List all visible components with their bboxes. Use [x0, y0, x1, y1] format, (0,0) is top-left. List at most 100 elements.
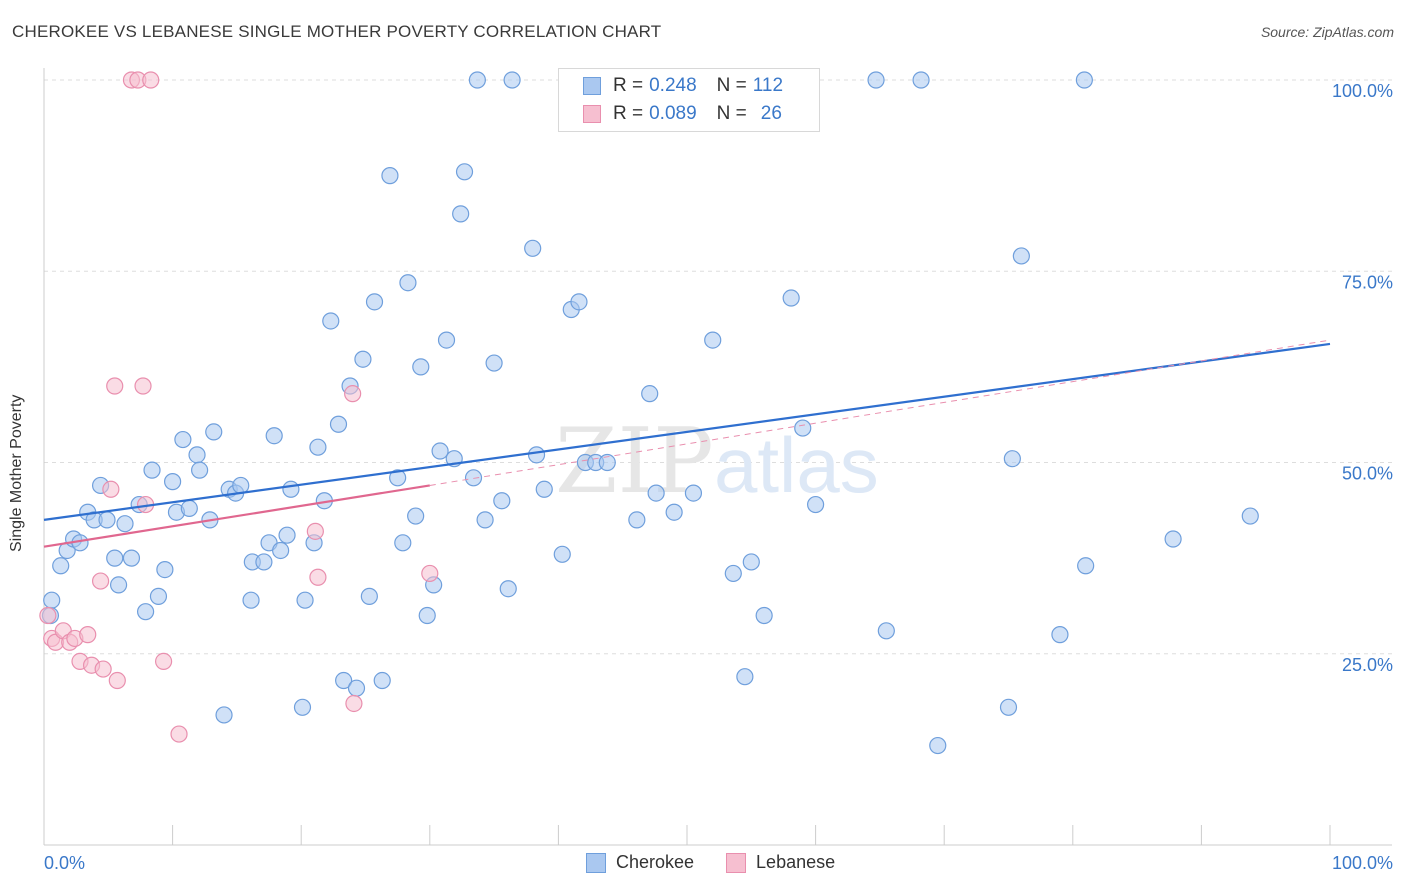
- cherokee-point: [628, 511, 646, 529]
- lebanese-point: [142, 71, 160, 89]
- cherokee-point: [524, 239, 542, 257]
- x-tick-label: 0.0%: [44, 853, 85, 873]
- cherokee-point: [278, 526, 296, 544]
- y-tick-label: 50.0%: [1342, 464, 1393, 484]
- cherokee-point: [373, 671, 391, 690]
- source-label: Source: ZipAtlas.com: [1260, 24, 1394, 40]
- cherokee-point: [360, 587, 378, 605]
- lebanese-point: [79, 626, 97, 644]
- legend-row-cherokee: R = 0.248 N = 112: [583, 73, 783, 99]
- cherokee-point: [354, 350, 372, 368]
- lebanese-swatch: [583, 105, 601, 123]
- legend-item-lebanese[interactable]: Lebanese: [726, 852, 835, 873]
- cherokee-point: [724, 564, 742, 583]
- cherokee-point: [309, 438, 327, 456]
- lebanese-point: [91, 572, 110, 590]
- cherokee-point: [98, 511, 116, 529]
- cherokee-point: [452, 205, 470, 223]
- legend-r-value: 0.089: [649, 103, 697, 124]
- lebanese-trendline-extension: [429, 339, 1331, 486]
- lebanese-point: [309, 568, 327, 586]
- cherokee-point: [347, 679, 366, 697]
- cherokee-point: [464, 469, 483, 487]
- cherokee-point: [493, 492, 511, 510]
- cherokee-point: [806, 495, 825, 514]
- cherokee-point: [122, 549, 141, 567]
- cherokee-point: [282, 480, 300, 498]
- legend-n-label: N =: [716, 75, 747, 96]
- cherokee-point: [499, 580, 517, 598]
- lebanese-point: [108, 671, 126, 690]
- cherokee-point: [164, 473, 182, 491]
- cherokee-point: [782, 289, 800, 307]
- cherokee-point: [180, 499, 198, 517]
- cherokee-point: [255, 553, 273, 571]
- cherokee-point: [742, 553, 760, 571]
- legend-row-lebanese: R = 0.089 N = 26: [583, 101, 782, 127]
- cherokee-point: [929, 736, 947, 755]
- cherokee-point: [877, 622, 895, 640]
- trend-lines: [43, 339, 1331, 548]
- lebanese-point: [345, 694, 363, 713]
- cherokee-point: [1241, 507, 1259, 525]
- legend-r-label: R =: [613, 75, 644, 96]
- axes: [43, 68, 1392, 846]
- lebanese-points: [39, 71, 439, 743]
- chart-title: CHEROKEE VS LEBANESE SINGLE MOTHER POVER…: [12, 22, 662, 41]
- cherokee-point: [503, 71, 521, 89]
- cherokee-point: [598, 453, 616, 472]
- cherokee-legend-swatch: [586, 852, 606, 873]
- cherokee-point: [476, 511, 494, 529]
- cherokee-point: [136, 603, 155, 621]
- cherokee-point: [109, 576, 128, 594]
- cherokee-point: [215, 706, 233, 724]
- cherokee-point: [418, 606, 436, 625]
- cherokee-point: [912, 71, 930, 89]
- lebanese-point: [106, 377, 124, 395]
- cherokee-legend-label: Cherokee: [616, 852, 695, 872]
- cherokee-point: [407, 507, 425, 525]
- cherokee-point: [1077, 557, 1095, 575]
- cherokee-point: [455, 163, 474, 181]
- cherokee-point: [156, 560, 174, 579]
- cherokee-point: [365, 293, 384, 311]
- correlation-legend: R = 0.248 N = 112 R = 0.089 N = 26: [558, 68, 820, 132]
- cherokee-point: [1012, 247, 1030, 265]
- cherokee-point: [468, 71, 486, 89]
- cherokee-point: [52, 557, 70, 575]
- y-tick-label: 25.0%: [1342, 655, 1393, 675]
- legend-r-value: 0.248: [649, 75, 697, 96]
- cherokee-point: [188, 446, 206, 464]
- watermark-atlas: atlas: [714, 421, 879, 509]
- cherokee-point: [553, 545, 571, 563]
- cherokee-point: [684, 484, 703, 502]
- cherokee-swatch: [583, 77, 601, 95]
- cherokee-point: [174, 430, 192, 449]
- cherokee-point: [535, 480, 553, 498]
- series-legend: Cherokee Lebanese: [586, 852, 867, 873]
- cherokee-point: [665, 503, 683, 521]
- lebanese-point: [134, 377, 152, 395]
- x-tick-labels: 0.0% 100.0%: [44, 853, 1393, 873]
- cherokee-point: [106, 549, 124, 567]
- cherokee-point: [437, 331, 456, 349]
- cherokee-point: [272, 541, 290, 560]
- cherokee-point: [329, 415, 348, 433]
- cherokee-point: [191, 461, 209, 479]
- y-tick-label: 75.0%: [1342, 272, 1393, 292]
- lebanese-point: [421, 564, 439, 583]
- cherokee-point: [149, 587, 168, 605]
- cherokee-point: [570, 293, 588, 311]
- cherokee-point: [116, 515, 134, 533]
- cherokee-point: [1051, 626, 1069, 644]
- cherokee-point: [736, 668, 754, 686]
- legend-item-cherokee[interactable]: Cherokee: [586, 852, 694, 873]
- lebanese-legend-swatch: [726, 852, 747, 873]
- cherokee-point: [381, 167, 399, 185]
- cherokee-point: [335, 671, 353, 690]
- cherokee-point: [1003, 450, 1021, 468]
- cherokee-point: [322, 312, 340, 330]
- legend-n-value: 112: [752, 75, 784, 96]
- lebanese-point: [102, 480, 120, 498]
